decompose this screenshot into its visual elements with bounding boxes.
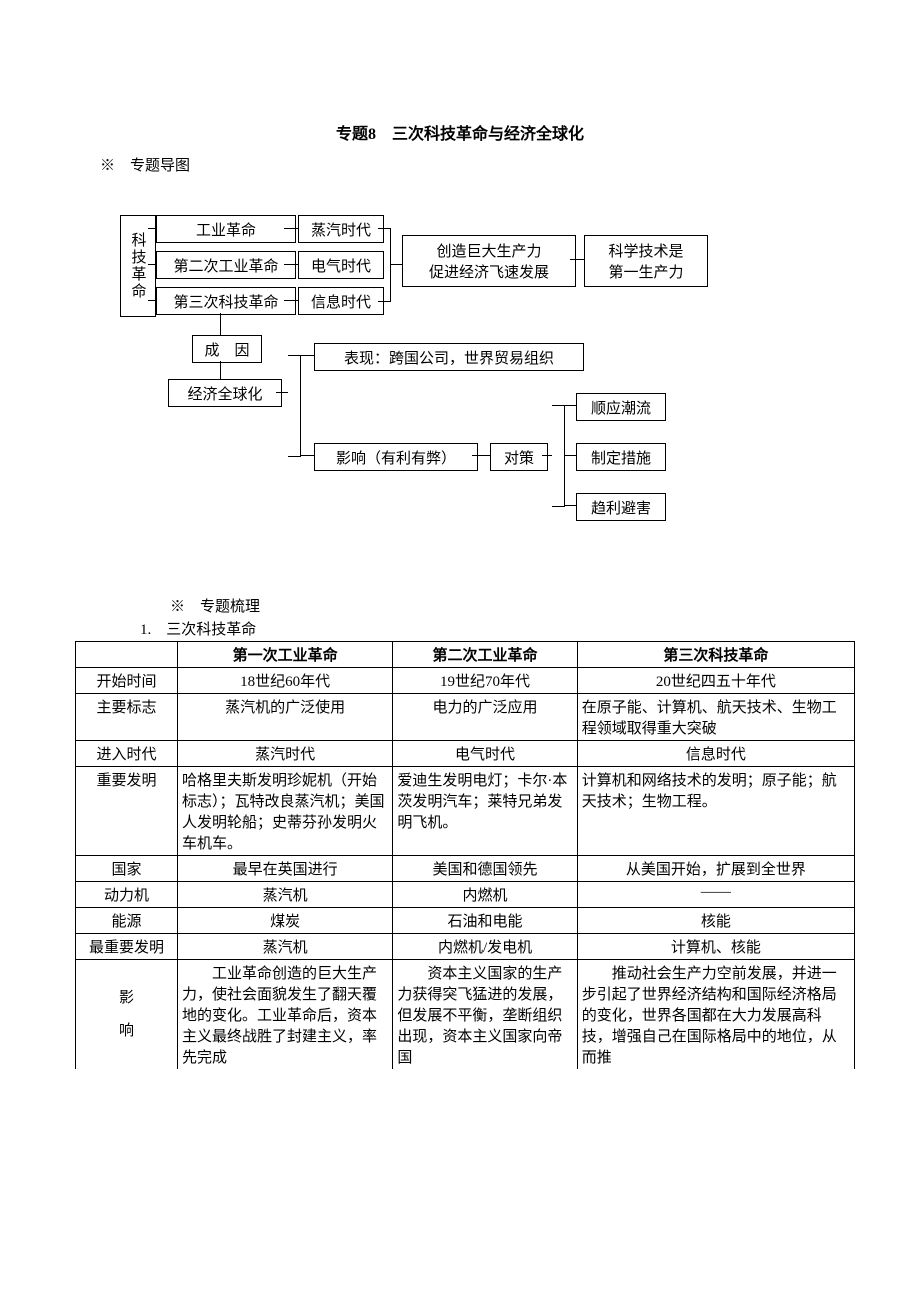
node-item-0: 顺应潮流 <box>576 393 666 421</box>
node-impact: 影响（有利有弊） <box>314 443 478 471</box>
c-3-2: 爱迪生发明电灯；卡尔·本茨发明汽车；莱特兄弟发明飞机。 <box>393 767 577 856</box>
table-row: 动力机 蒸汽机 内燃机 —— <box>76 882 855 908</box>
c-2-2: 电气时代 <box>393 741 577 767</box>
node-row2-a: 第二次工业革命 <box>156 251 296 279</box>
th-col3: 第三次科技革命 <box>577 642 854 668</box>
node-row1-a: 工业革命 <box>156 215 296 243</box>
node-row3-a: 第三次科技革命 <box>156 287 296 315</box>
concept-diagram: 科技革命 工业革命 蒸汽时代 第二次工业革命 电气时代 第三次科技革命 信息时代… <box>120 215 800 545</box>
node-productivity: 创造巨大生产力 促进经济飞速发展 <box>402 235 576 287</box>
rh-7: 最重要发明 <box>76 934 178 960</box>
th-col1: 第一次工业革命 <box>178 642 393 668</box>
node-item-1: 制定措施 <box>576 443 666 471</box>
comparison-table: 第一次工业革命 第二次工业革命 第三次科技革命 开始时间 18世纪60年代 19… <box>75 641 855 1070</box>
th-blank <box>76 642 178 668</box>
c-0-3: 20世纪四五十年代 <box>577 668 854 694</box>
table-row: 国家 最早在英国进行 美国和德国领先 从美国开始，扩展到全世界 <box>76 856 855 882</box>
node-row2-b: 电气时代 <box>298 251 384 279</box>
node-manifest: 表现：跨国公司，世界贸易组织 <box>314 343 584 371</box>
node-row1-b: 蒸汽时代 <box>298 215 384 243</box>
node-countermeasure: 对策 <box>490 443 548 471</box>
table-row: 开始时间 18世纪60年代 19世纪70年代 20世纪四五十年代 <box>76 668 855 694</box>
c-6-3: 核能 <box>577 908 854 934</box>
table-row: 重要发明 哈格里夫斯发明珍妮机（开始标志）；瓦特改良蒸汽机；美国人发明轮船；史蒂… <box>76 767 855 856</box>
c-3-1: 哈格里夫斯发明珍妮机（开始标志）；瓦特改良蒸汽机；美国人发明轮船；史蒂芬孙发明火… <box>178 767 393 856</box>
c-7-2: 内燃机/发电机 <box>393 934 577 960</box>
c-5-3: —— <box>577 882 854 908</box>
c-5-1: 蒸汽机 <box>178 882 393 908</box>
c-3-3: 计算机和网络技术的发明；原子能；航天技术；生物工程。 <box>577 767 854 856</box>
c-1-1: 蒸汽机的广泛使用 <box>178 694 393 741</box>
rh-5: 动力机 <box>76 882 178 908</box>
c-impact-3: 推动社会生产力空前发展，并进一步引起了世界经济结构和国际经济格局的变化，世界各国… <box>577 960 854 1070</box>
num-lead: 1. 三次科技革命 <box>140 618 850 639</box>
c-7-1: 蒸汽机 <box>178 934 393 960</box>
rh-6: 能源 <box>76 908 178 934</box>
c-1-2: 电力的广泛应用 <box>393 694 577 741</box>
node-row3-b: 信息时代 <box>298 287 384 315</box>
node-keji: 科技革命 <box>120 215 156 317</box>
section-lead: ※ 专题梳理 <box>170 595 850 616</box>
table-row: 主要标志 蒸汽机的广泛使用 电力的广泛应用 在原子能、计算机、航天技术、生物工程… <box>76 694 855 741</box>
subtitle-marker: ※ 专题导图 <box>100 154 850 175</box>
c-2-3: 信息时代 <box>577 741 854 767</box>
table-row: 进入时代 蒸汽时代 电气时代 信息时代 <box>76 741 855 767</box>
node-science-first: 科学技术是 第一生产力 <box>584 235 708 287</box>
c-6-2: 石油和电能 <box>393 908 577 934</box>
table-header-row: 第一次工业革命 第二次工业革命 第三次科技革命 <box>76 642 855 668</box>
node-cause: 成 因 <box>192 335 262 363</box>
node-globalization: 经济全球化 <box>168 379 282 407</box>
table-row: 能源 煤炭 石油和电能 核能 <box>76 908 855 934</box>
c-5-2: 内燃机 <box>393 882 577 908</box>
c-7-3: 计算机、核能 <box>577 934 854 960</box>
c-4-1: 最早在英国进行 <box>178 856 393 882</box>
th-col2: 第二次工业革命 <box>393 642 577 668</box>
c-impact-2: 资本主义国家的生产力获得突飞猛进的发展，但发展不平衡，垄断组织出现，资本主义国家… <box>393 960 577 1070</box>
c-4-2: 美国和德国领先 <box>393 856 577 882</box>
c-0-2: 19世纪70年代 <box>393 668 577 694</box>
rh-0: 开始时间 <box>76 668 178 694</box>
table-row-impact: 影 响 工业革命创造的巨大生产力，使社会面貌发生了翻天覆地的变化。工业革命后，资… <box>76 960 855 1070</box>
c-2-1: 蒸汽时代 <box>178 741 393 767</box>
rh-2: 进入时代 <box>76 741 178 767</box>
node-item-2: 趋利避害 <box>576 493 666 521</box>
rh-4: 国家 <box>76 856 178 882</box>
page-title: 专题8 三次科技革命与经济全球化 <box>70 120 850 144</box>
c-0-1: 18世纪60年代 <box>178 668 393 694</box>
rh-3: 重要发明 <box>76 767 178 856</box>
c-6-1: 煤炭 <box>178 908 393 934</box>
c-4-3: 从美国开始，扩展到全世界 <box>577 856 854 882</box>
table-row: 最重要发明 蒸汽机 内燃机/发电机 计算机、核能 <box>76 934 855 960</box>
c-1-3: 在原子能、计算机、航天技术、生物工程领域取得重大突破 <box>577 694 854 741</box>
rh-impact: 影 响 <box>76 960 178 1070</box>
c-impact-1: 工业革命创造的巨大生产力，使社会面貌发生了翻天覆地的变化。工业革命后，资本主义最… <box>178 960 393 1070</box>
rh-1: 主要标志 <box>76 694 178 741</box>
